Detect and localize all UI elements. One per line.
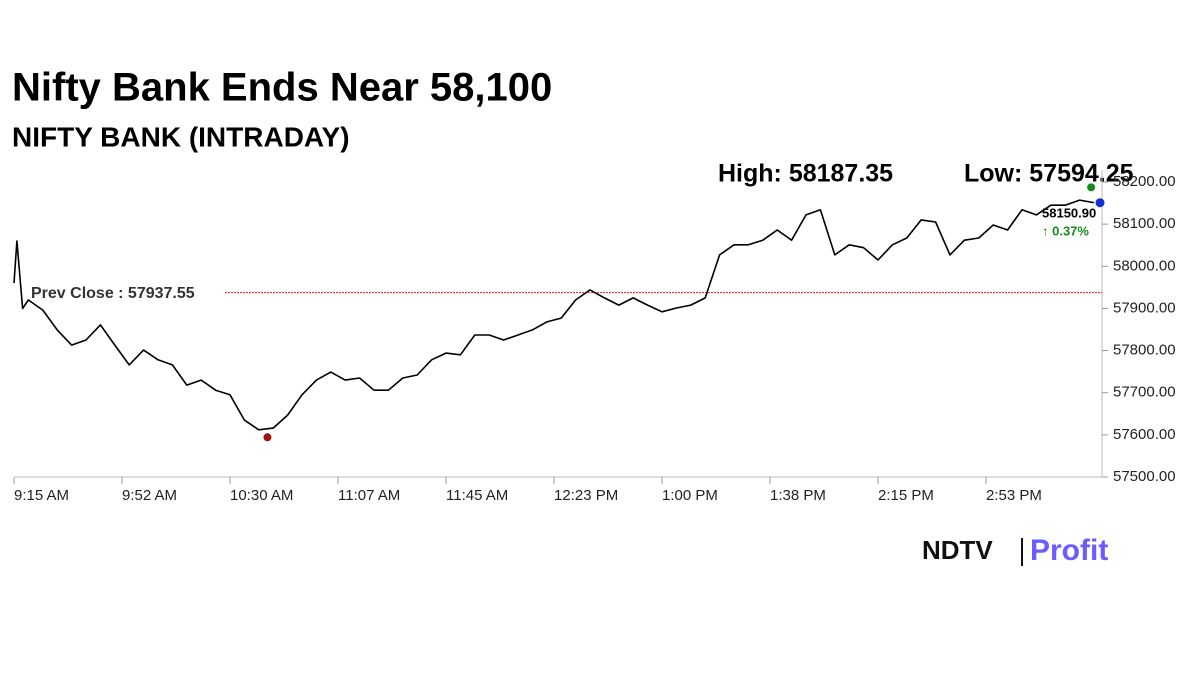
y-tick-label: 57700.00 [1113, 384, 1176, 401]
brand-ndtv: NDTV [922, 535, 993, 565]
x-tick-label: 1:00 PM [662, 487, 718, 504]
y-tick-label: 58000.00 [1113, 257, 1176, 274]
x-tick-label: 2:15 PM [878, 487, 934, 504]
x-tick-label: 9:15 AM [14, 487, 69, 504]
y-tick-label: 57800.00 [1113, 342, 1176, 359]
x-tick-label: 10:30 AM [230, 487, 293, 504]
y-tick-label: 57900.00 [1113, 299, 1176, 316]
high-label: High: 58187.35 [718, 160, 893, 188]
x-tick-label: 9:52 AM [122, 487, 177, 504]
x-tick-label: 12:23 PM [554, 487, 618, 504]
y-tick-label: 58100.00 [1113, 215, 1176, 232]
last-price: 58150.90 [1042, 205, 1096, 220]
x-tick-label: 11:45 AM [446, 487, 508, 504]
prev-close-label: Prev Close : 57937.55 [31, 285, 195, 302]
last-point [1095, 198, 1105, 208]
chart-subtitle: NIFTY BANK (INTRADAY) [12, 121, 350, 152]
y-tick-label: 57500.00 [1113, 468, 1176, 485]
y-tick-label: 57600.00 [1113, 426, 1176, 443]
brand-profit: Profit [1030, 534, 1108, 567]
low-label: Low: 57594.25 [964, 160, 1134, 188]
y-tick-label: 58200.00 [1113, 173, 1176, 190]
price-line [13, 199, 1095, 431]
x-tick-label: 1:38 PM [770, 487, 826, 504]
high-point [1087, 183, 1096, 192]
change-label: ↑ 0.37% [1042, 223, 1089, 238]
x-tick-label: 11:07 AM [338, 487, 400, 504]
x-tick-label: 2:53 PM [986, 487, 1042, 504]
low-point [263, 433, 272, 442]
chart-title: Nifty Bank Ends Near 58,100 [12, 66, 552, 110]
